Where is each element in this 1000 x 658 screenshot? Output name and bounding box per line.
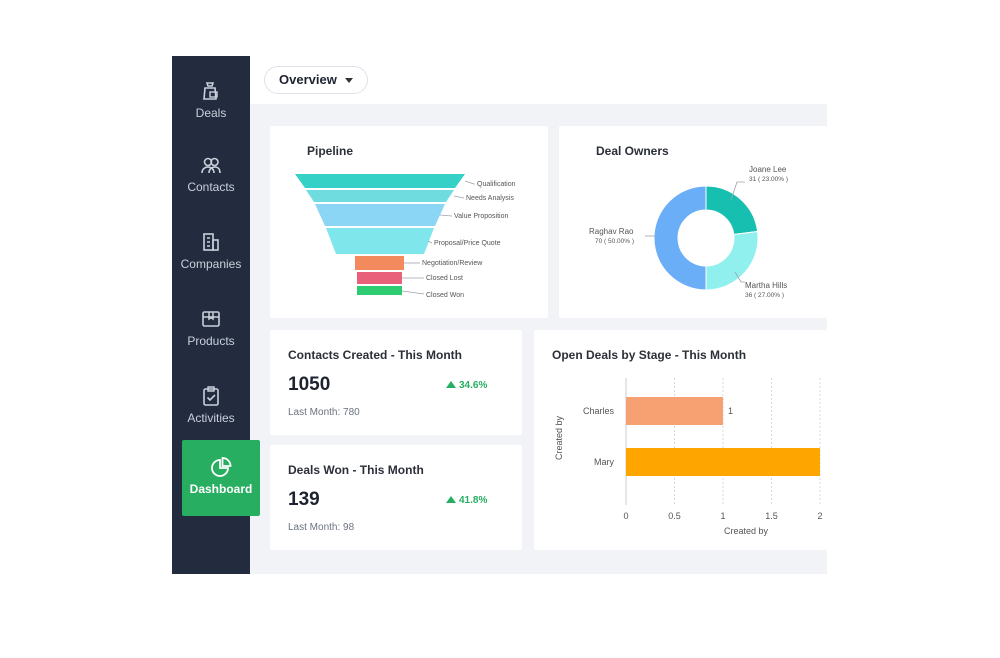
y-category-label: Charles xyxy=(583,406,615,416)
nav-item-companies[interactable]: Companies xyxy=(172,217,250,279)
pie-icon xyxy=(211,457,232,477)
overview-dropdown[interactable]: Overview xyxy=(264,66,368,94)
leader-line xyxy=(453,195,465,199)
nav-label: Companies xyxy=(180,257,242,271)
funnel-stage xyxy=(315,204,445,226)
nav-item-products[interactable]: Products xyxy=(172,294,250,356)
funnel-stage xyxy=(326,228,434,254)
deal-owners-card: Deal Owners Joane Lee 31 ( 23.00% ) Mart… xyxy=(559,126,827,318)
slice-detail: 70 ( 50.00% ) xyxy=(595,238,634,245)
funnel-stage xyxy=(306,190,454,202)
box-icon xyxy=(202,311,220,327)
nav-item-dashboard[interactable]: Dashboard xyxy=(182,440,260,516)
contacts-change: 34.6% xyxy=(459,380,488,391)
x-tick-label: 1 xyxy=(720,511,725,521)
leader-line xyxy=(734,271,745,283)
funnel-label: Needs Analysis xyxy=(466,195,514,202)
donut-chart: Joane Lee 31 ( 23.00% ) Martha Hills 36 … xyxy=(589,165,788,299)
crm-app: Deals Contacts Companies Products Activi… xyxy=(172,56,827,574)
deals-change-badge: 41.8% xyxy=(446,495,487,506)
slice-name: Raghav Rao xyxy=(589,227,634,236)
bar[interactable] xyxy=(626,397,723,425)
x-tick-label: 2 xyxy=(817,511,822,521)
leader-line xyxy=(464,180,475,185)
nav-label: Contacts xyxy=(187,180,235,194)
funnel-label: Proposal/Price Quote xyxy=(434,240,501,247)
contacts-last-month: Last Month: 780 xyxy=(288,407,360,418)
nav-item-contacts[interactable]: Contacts xyxy=(172,140,250,202)
leader-line xyxy=(730,181,745,201)
donut-slice[interactable] xyxy=(705,185,759,236)
building-icon xyxy=(203,233,219,251)
slice-name: Joane Lee xyxy=(749,165,787,174)
funnel-label: Closed Lost xyxy=(426,275,463,282)
donut-slice[interactable] xyxy=(653,185,707,291)
deals-won-title: Deals Won - This Month xyxy=(288,463,424,477)
contacts-icon xyxy=(201,157,221,174)
contacts-created-card: Contacts Created - This Month 1050 34.6%… xyxy=(270,330,522,435)
deals-last-month: Last Month: 98 xyxy=(288,522,355,533)
bag-icon xyxy=(203,82,218,100)
pipeline-title: Pipeline xyxy=(307,144,354,158)
contacts-created-title: Contacts Created - This Month xyxy=(288,348,463,362)
nav-label: Deals xyxy=(195,106,227,120)
slice-detail: 31 ( 23.00% ) xyxy=(749,176,788,183)
top-bar: Overview xyxy=(250,56,827,104)
deals-won-card: Deals Won - This Month 139 41.8% Last Mo… xyxy=(270,445,522,550)
contacts-change-badge: 34.6% xyxy=(446,380,487,391)
open-deals-title: Open Deals by Stage - This Month xyxy=(552,348,747,362)
deals-change: 41.8% xyxy=(459,495,488,506)
funnel-chart: Qualification Needs Analysis Value Propo… xyxy=(295,174,516,299)
deal-owners-title: Deal Owners xyxy=(596,144,669,158)
bar[interactable] xyxy=(626,448,820,476)
contacts-created-value: 1050 xyxy=(288,374,331,395)
bar-chart: 0 0.5 1 1.5 2 Charles 1 Mary Created by Created b… xyxy=(554,378,823,536)
funnel-label: Closed Won xyxy=(426,292,464,299)
x-tick-label: 0.5 xyxy=(668,511,681,521)
x-axis-label: Created by xyxy=(724,526,769,536)
funnel-label: Negotiation/Review xyxy=(422,260,483,267)
nav-label: Activities xyxy=(187,411,235,425)
funnel-stage xyxy=(357,286,402,295)
nav-label: Dashboard xyxy=(189,482,253,496)
slice-detail: 36 ( 27.00% ) xyxy=(745,292,784,299)
leader-line xyxy=(427,240,433,244)
leader-line xyxy=(439,214,453,217)
nav-item-deals[interactable]: Deals xyxy=(172,66,250,128)
open-deals-card: Open Deals by Stage - This Month 0 0.5 1 1.… xyxy=(534,330,827,550)
x-tick-label: 0 xyxy=(623,511,628,521)
bar-value-label: 1 xyxy=(728,406,733,416)
y-axis-label: Created by xyxy=(554,415,564,460)
sidebar: Deals Contacts Companies Products Activi… xyxy=(172,56,260,574)
clipboard-check-icon xyxy=(203,386,219,406)
funnel-stage xyxy=(357,272,402,284)
caret-down-icon xyxy=(344,78,353,84)
funnel-stage xyxy=(355,256,404,270)
leader-line xyxy=(401,290,425,295)
funnel-label: Qualification xyxy=(477,181,516,188)
slice-name: Martha Hills xyxy=(745,281,787,290)
funnel-stage xyxy=(295,174,465,188)
arrow-up-icon xyxy=(446,381,456,388)
pipeline-card: Pipeline Qualification Needs Analysis Va… xyxy=(270,126,548,318)
deals-won-value: 139 xyxy=(288,489,320,510)
arrow-up-icon xyxy=(446,496,456,503)
nav-label: Products xyxy=(187,334,235,348)
funnel-label: Value Proposition xyxy=(454,213,508,220)
overview-label: Overview xyxy=(279,72,337,87)
y-category-label: Mary xyxy=(594,457,614,467)
x-tick-label: 1.5 xyxy=(765,511,778,521)
nav-item-activities[interactable]: Activities xyxy=(172,371,250,433)
